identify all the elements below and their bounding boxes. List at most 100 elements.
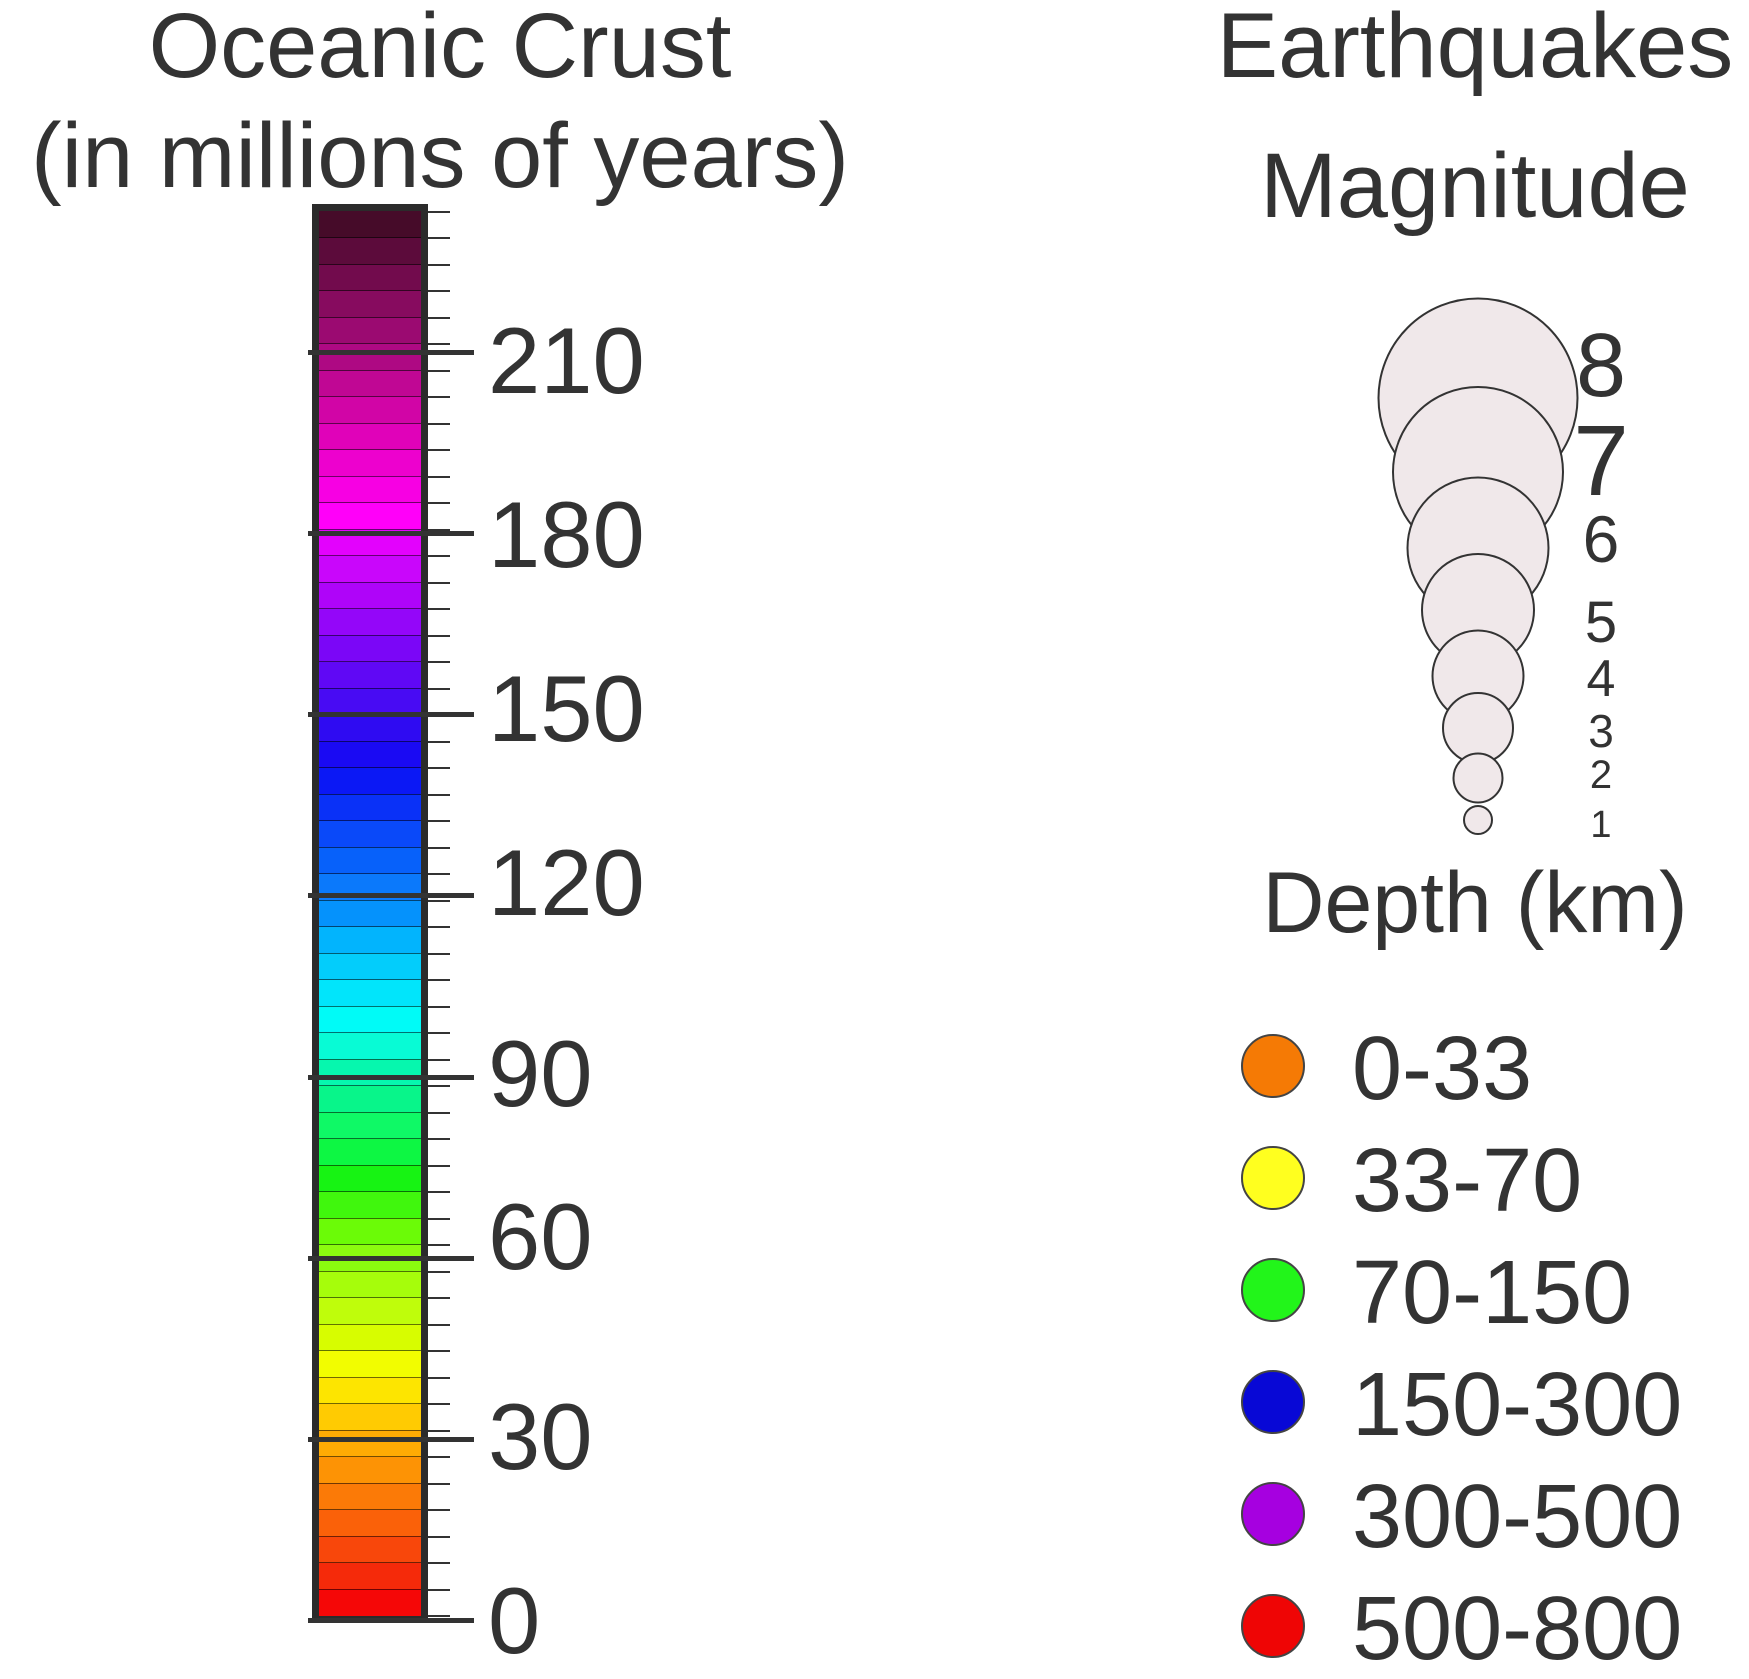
colorbar-minor-tick bbox=[428, 1403, 450, 1405]
colorbar-segment bbox=[319, 476, 421, 503]
colorbar-divider bbox=[319, 290, 421, 291]
colorbar-minor-tick bbox=[428, 1509, 450, 1511]
colorbar-minor-tick bbox=[428, 423, 450, 425]
colorbar-segment bbox=[319, 847, 421, 874]
colorbar-segment bbox=[319, 953, 421, 980]
colorbar-major-tick-30 bbox=[308, 1437, 474, 1442]
colorbar-segment bbox=[319, 502, 421, 529]
colorbar-segment bbox=[319, 1032, 421, 1059]
colorbar-minor-tick bbox=[428, 1456, 450, 1458]
colorbar-minor-tick bbox=[428, 1032, 450, 1034]
colorbar-divider bbox=[319, 1006, 421, 1007]
colorbar-minor-tick bbox=[428, 582, 450, 584]
colorbar-divider bbox=[319, 1244, 421, 1245]
colorbar-minor-tick bbox=[428, 396, 450, 398]
magnitude-label-2: 2 bbox=[1561, 755, 1641, 795]
colorbar-segment bbox=[319, 1006, 421, 1033]
colorbar-segment bbox=[319, 1562, 421, 1589]
colorbar-major-tick-60 bbox=[308, 1256, 474, 1261]
colorbar-minor-tick bbox=[428, 264, 450, 266]
colorbar-divider bbox=[319, 317, 421, 318]
depth-label-70-150: 70-150 bbox=[1352, 1248, 1632, 1338]
colorbar-segment bbox=[319, 741, 421, 768]
colorbar-divider bbox=[319, 582, 421, 583]
colorbar-divider bbox=[319, 423, 421, 424]
colorbar-minor-tick bbox=[428, 820, 450, 822]
colorbar-divider bbox=[319, 741, 421, 742]
colorbar-segment bbox=[319, 396, 421, 423]
colorbar-minor-tick bbox=[428, 211, 450, 213]
tick-label-60: 60 bbox=[488, 1190, 593, 1284]
colorbar-segment bbox=[319, 767, 421, 794]
colorbar-segment bbox=[319, 264, 421, 291]
magnitude-label-7: 7 bbox=[1561, 411, 1641, 511]
colorbar-divider bbox=[319, 847, 421, 848]
colorbar-major-tick-150 bbox=[308, 712, 474, 717]
colorbar-minor-tick bbox=[428, 688, 450, 690]
colorbar-minor-tick bbox=[428, 237, 450, 239]
colorbar-divider bbox=[319, 1403, 421, 1404]
colorbar-segment bbox=[319, 1377, 421, 1404]
colorbar-minor-tick bbox=[428, 873, 450, 875]
colorbar-divider bbox=[319, 343, 421, 344]
colorbar-segment bbox=[319, 794, 421, 821]
colorbar-divider bbox=[319, 264, 421, 265]
colorbar-minor-tick bbox=[428, 555, 450, 557]
depth-swatch-150-300 bbox=[1241, 1370, 1305, 1434]
depth-title: Depth (km) bbox=[1215, 860, 1735, 946]
earthquakes-title-line2: Magnitude bbox=[1185, 140, 1749, 232]
depth-label-33-70: 33-70 bbox=[1352, 1136, 1582, 1226]
tick-label-30: 30 bbox=[488, 1390, 593, 1484]
colorbar-segment bbox=[319, 661, 421, 688]
colorbar-divider bbox=[319, 449, 421, 450]
colorbar-segment bbox=[319, 211, 421, 238]
magnitude-label-6: 6 bbox=[1561, 506, 1641, 572]
colorbar-minor-tick bbox=[428, 290, 450, 292]
colorbar-minor-tick bbox=[428, 1244, 450, 1246]
colorbar-divider bbox=[319, 1350, 421, 1351]
colorbar-divider bbox=[319, 1165, 421, 1166]
colorbar-segment bbox=[319, 1483, 421, 1510]
colorbar-divider bbox=[319, 237, 421, 238]
colorbar-divider bbox=[319, 688, 421, 689]
colorbar-segment bbox=[319, 1112, 421, 1139]
colorbar-divider bbox=[319, 476, 421, 477]
colorbar-divider bbox=[319, 979, 421, 980]
depth-label-150-300: 150-300 bbox=[1352, 1360, 1682, 1450]
colorbar-divider bbox=[319, 926, 421, 927]
depth-label-300-500: 300-500 bbox=[1352, 1472, 1682, 1562]
colorbar-divider bbox=[319, 1377, 421, 1378]
depth-swatch-70-150 bbox=[1241, 1258, 1305, 1322]
magnitude-label-5: 5 bbox=[1561, 594, 1641, 652]
depth-label-500-800: 500-800 bbox=[1352, 1584, 1682, 1674]
depth-label-0-33: 0-33 bbox=[1352, 1024, 1532, 1114]
depth-swatch-33-70 bbox=[1241, 1146, 1305, 1210]
tick-label-150: 150 bbox=[488, 662, 645, 756]
colorbar-divider bbox=[319, 1483, 421, 1484]
colorbar-segment bbox=[319, 1297, 421, 1324]
colorbar-minor-tick bbox=[428, 1112, 450, 1114]
colorbar-segment bbox=[319, 1509, 421, 1536]
magnitude-label-8: 8 bbox=[1561, 321, 1641, 411]
colorbar-divider bbox=[319, 1324, 421, 1325]
colorbar-segment bbox=[319, 1191, 421, 1218]
colorbar-segment bbox=[319, 449, 421, 476]
colorbar-minor-tick bbox=[428, 1324, 450, 1326]
colorbar-segment bbox=[319, 1456, 421, 1483]
age-colorbar bbox=[312, 204, 428, 1622]
colorbar-divider bbox=[319, 900, 421, 901]
tick-label-90: 90 bbox=[488, 1027, 593, 1121]
colorbar-minor-tick bbox=[428, 635, 450, 637]
colorbar-minor-tick bbox=[428, 1059, 450, 1061]
colorbar-segment bbox=[319, 1271, 421, 1298]
colorbar-divider bbox=[319, 1509, 421, 1510]
colorbar-major-tick-90 bbox=[308, 1075, 474, 1080]
colorbar-minor-tick bbox=[428, 1562, 450, 1564]
colorbar-minor-tick bbox=[428, 1297, 450, 1299]
colorbar-divider bbox=[319, 1562, 421, 1563]
crust-title-line2: (in millions of years) bbox=[0, 110, 880, 202]
colorbar-minor-tick bbox=[428, 926, 450, 928]
colorbar-segment bbox=[319, 714, 421, 741]
colorbar-divider bbox=[319, 1297, 421, 1298]
colorbar-segment bbox=[319, 1085, 421, 1112]
